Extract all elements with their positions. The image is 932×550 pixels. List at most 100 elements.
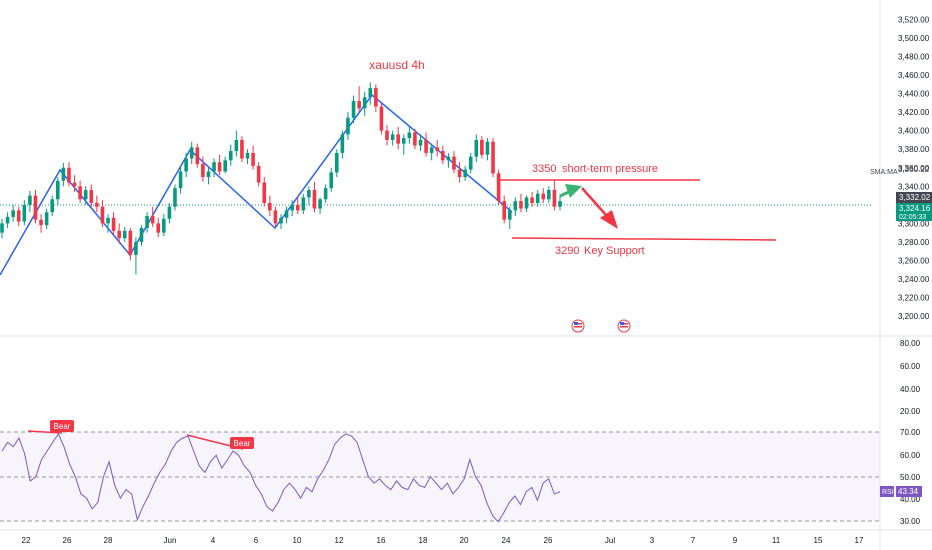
candle-body [33,195,38,220]
candle-body [385,130,389,140]
price-axis[interactable]: 3,520.00 3,500.00 3,480.00 3,460.00 3,440.00… [898,15,930,321]
candle-body [228,151,233,161]
candle-body [67,167,71,183]
candle-body [340,134,345,153]
candle [67,162,71,187]
candle-body [256,165,261,183]
candle-body [507,210,512,220]
candle-body [335,152,339,173]
candle [279,214,283,229]
sma-value-label: 3,360.22 [898,165,930,174]
candle [463,165,467,181]
candle [401,134,406,155]
candle [78,180,82,203]
candle-body [418,139,423,146]
candle [83,186,88,205]
bear-badge-2: Bear [230,437,254,449]
candle [56,177,60,205]
sma-name-label: SMA:MA [870,169,898,176]
candle [5,212,10,229]
resistance-text: short-term pressure [562,163,658,175]
candle [357,86,361,113]
candle-body [268,202,272,211]
candle [234,130,239,157]
candle [262,177,267,207]
rsi-axis[interactable]: 80.00 60.00 40.00 20.00 70.00 60.00 50.00 40.00… [900,339,921,526]
candle [295,197,300,215]
us-flag-event-icon[interactable] [571,319,585,333]
candle [301,193,306,215]
candle [100,200,105,228]
candle-body [111,217,116,231]
candle-body [413,132,417,146]
trendlines [0,93,513,276]
candle-body [491,141,495,174]
candle [89,184,94,207]
candle [195,143,200,168]
price-tick-label: 3,400.00 [898,127,930,136]
candle [452,151,456,174]
candle-body [156,223,161,233]
candle-body [173,188,177,207]
candle [396,126,400,150]
time-tick-label: Jul [605,536,615,545]
time-axis[interactable]: 22 26 28 Jun 4 6 10 12 16 18 20 24 26 Jul 3 7 9 11 15 17 [22,536,864,545]
candle-body [56,180,60,200]
candle-body [72,182,77,187]
candle [390,130,395,146]
candle-body [452,156,456,170]
time-tick-label: 10 [293,536,302,545]
candle-body [284,210,289,218]
candle-body [379,106,384,131]
time-tick-label: 15 [814,536,823,545]
candle-body [44,212,49,226]
candle [307,186,311,205]
candle [111,212,116,235]
candle-body [240,139,244,159]
candle-body [329,172,334,189]
candle [139,225,144,246]
candle-body [117,230,121,239]
candle-body [245,152,250,159]
candle-body [401,138,406,144]
candle-body [396,134,400,144]
rsi-tick-label: 70.00 [900,428,921,437]
candle [435,139,440,157]
candle-body [11,210,15,217]
arrow-down [581,187,618,229]
candle [468,152,473,174]
candle-body [407,132,412,139]
rsi-line [1,432,561,523]
price-pane[interactable]: xauusd 4h 3350 short-term pressure 3290 … [0,58,872,333]
rsi-tick-label: 60.00 [900,451,921,460]
candle-body [39,219,43,226]
candle [457,162,462,183]
us-flag-event-icon[interactable] [617,319,631,333]
price-tick-label: 3,340.00 [898,182,930,191]
candle-body [273,210,278,224]
candle-body [279,217,283,224]
price-tick-label: 3,300.00 [898,219,930,228]
price-tick-label: 3,240.00 [898,275,930,284]
candle-body [441,151,445,161]
candle [290,200,294,216]
candle [323,184,328,203]
candle [201,156,205,182]
candle [385,125,389,146]
rsi-band [0,432,880,521]
time-tick-label: 26 [63,536,72,545]
candle [134,237,138,275]
candle-body [535,193,540,203]
candle-body [318,199,322,209]
candle [167,202,172,224]
candle [22,200,27,226]
candle [206,167,211,185]
rsi-pane[interactable]: Bear Bear [0,420,880,523]
rsi-tick-label: 60.00 [900,362,921,371]
level-badge [896,192,932,203]
candle [33,190,38,224]
candle-body [351,101,356,118]
time-tick-label: Jun [164,536,177,545]
candle [223,156,227,174]
